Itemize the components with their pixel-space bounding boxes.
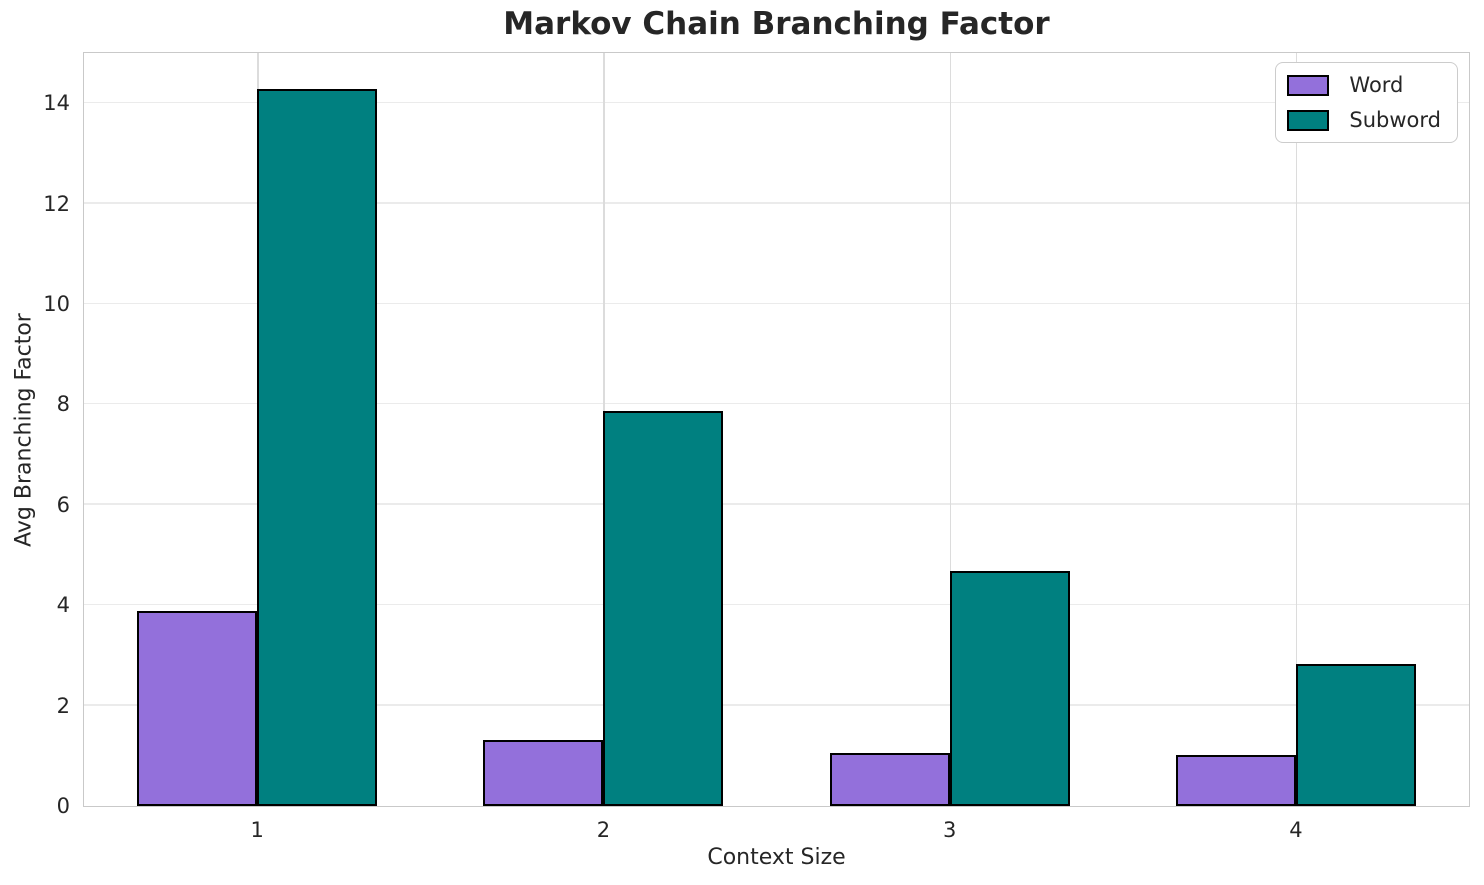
h-gridline-6 <box>84 503 1469 505</box>
h-gridline-2 <box>84 704 1469 706</box>
bar-subword-context-4 <box>1295 663 1416 806</box>
h-gridline-8 <box>84 402 1469 405</box>
x-tick-label-1: 1 <box>250 818 264 842</box>
bar-word-context-1 <box>137 611 258 806</box>
y-tick-label-10: 10 <box>43 292 70 316</box>
y-tick-label-6: 6 <box>56 492 70 517</box>
bar-word-context-4 <box>1175 754 1296 806</box>
legend-label-subword: Subword <box>1349 108 1441 132</box>
bar-subword-context-2 <box>603 411 724 806</box>
bar-word-context-2 <box>483 740 604 806</box>
x-axis-label: Context Size <box>707 845 846 870</box>
y-tick-label-8: 8 <box>56 392 70 417</box>
legend-swatch-subword-icon <box>1287 109 1330 131</box>
y-tick-label-12: 12 <box>43 191 70 216</box>
v-gridline-4 <box>1295 53 1298 806</box>
legend: Word Subword <box>1275 62 1458 143</box>
legend-item-word: Word <box>1287 73 1441 97</box>
legend-swatch-word-icon <box>1287 74 1330 96</box>
y-tick-label-0: 0 <box>56 794 70 818</box>
h-gridline-10 <box>84 302 1469 304</box>
x-tick-label-3: 3 <box>942 818 957 842</box>
h-gridline-4 <box>84 603 1469 606</box>
x-tick-label-4: 4 <box>1289 818 1303 842</box>
h-gridline-14 <box>84 101 1469 104</box>
y-tick-label-14: 14 <box>43 91 70 116</box>
plot-area: Word Subword <box>83 52 1470 807</box>
bar-subword-context-1 <box>257 88 378 806</box>
y-tick-label-4: 4 <box>56 593 70 618</box>
y-tick-label-2: 2 <box>56 693 70 718</box>
v-gridline-3 <box>949 53 952 806</box>
legend-item-subword: Subword <box>1287 108 1441 132</box>
chart-title: Markov Chain Branching Factor <box>503 6 1050 42</box>
legend-label-word: Word <box>1349 73 1404 97</box>
bar-subword-context-3 <box>949 571 1070 806</box>
h-gridline-12 <box>84 202 1469 204</box>
y-axis-label: Avg Branching Factor <box>11 313 37 547</box>
bar-word-context-3 <box>829 753 950 806</box>
x-tick-label-2: 2 <box>596 818 611 842</box>
